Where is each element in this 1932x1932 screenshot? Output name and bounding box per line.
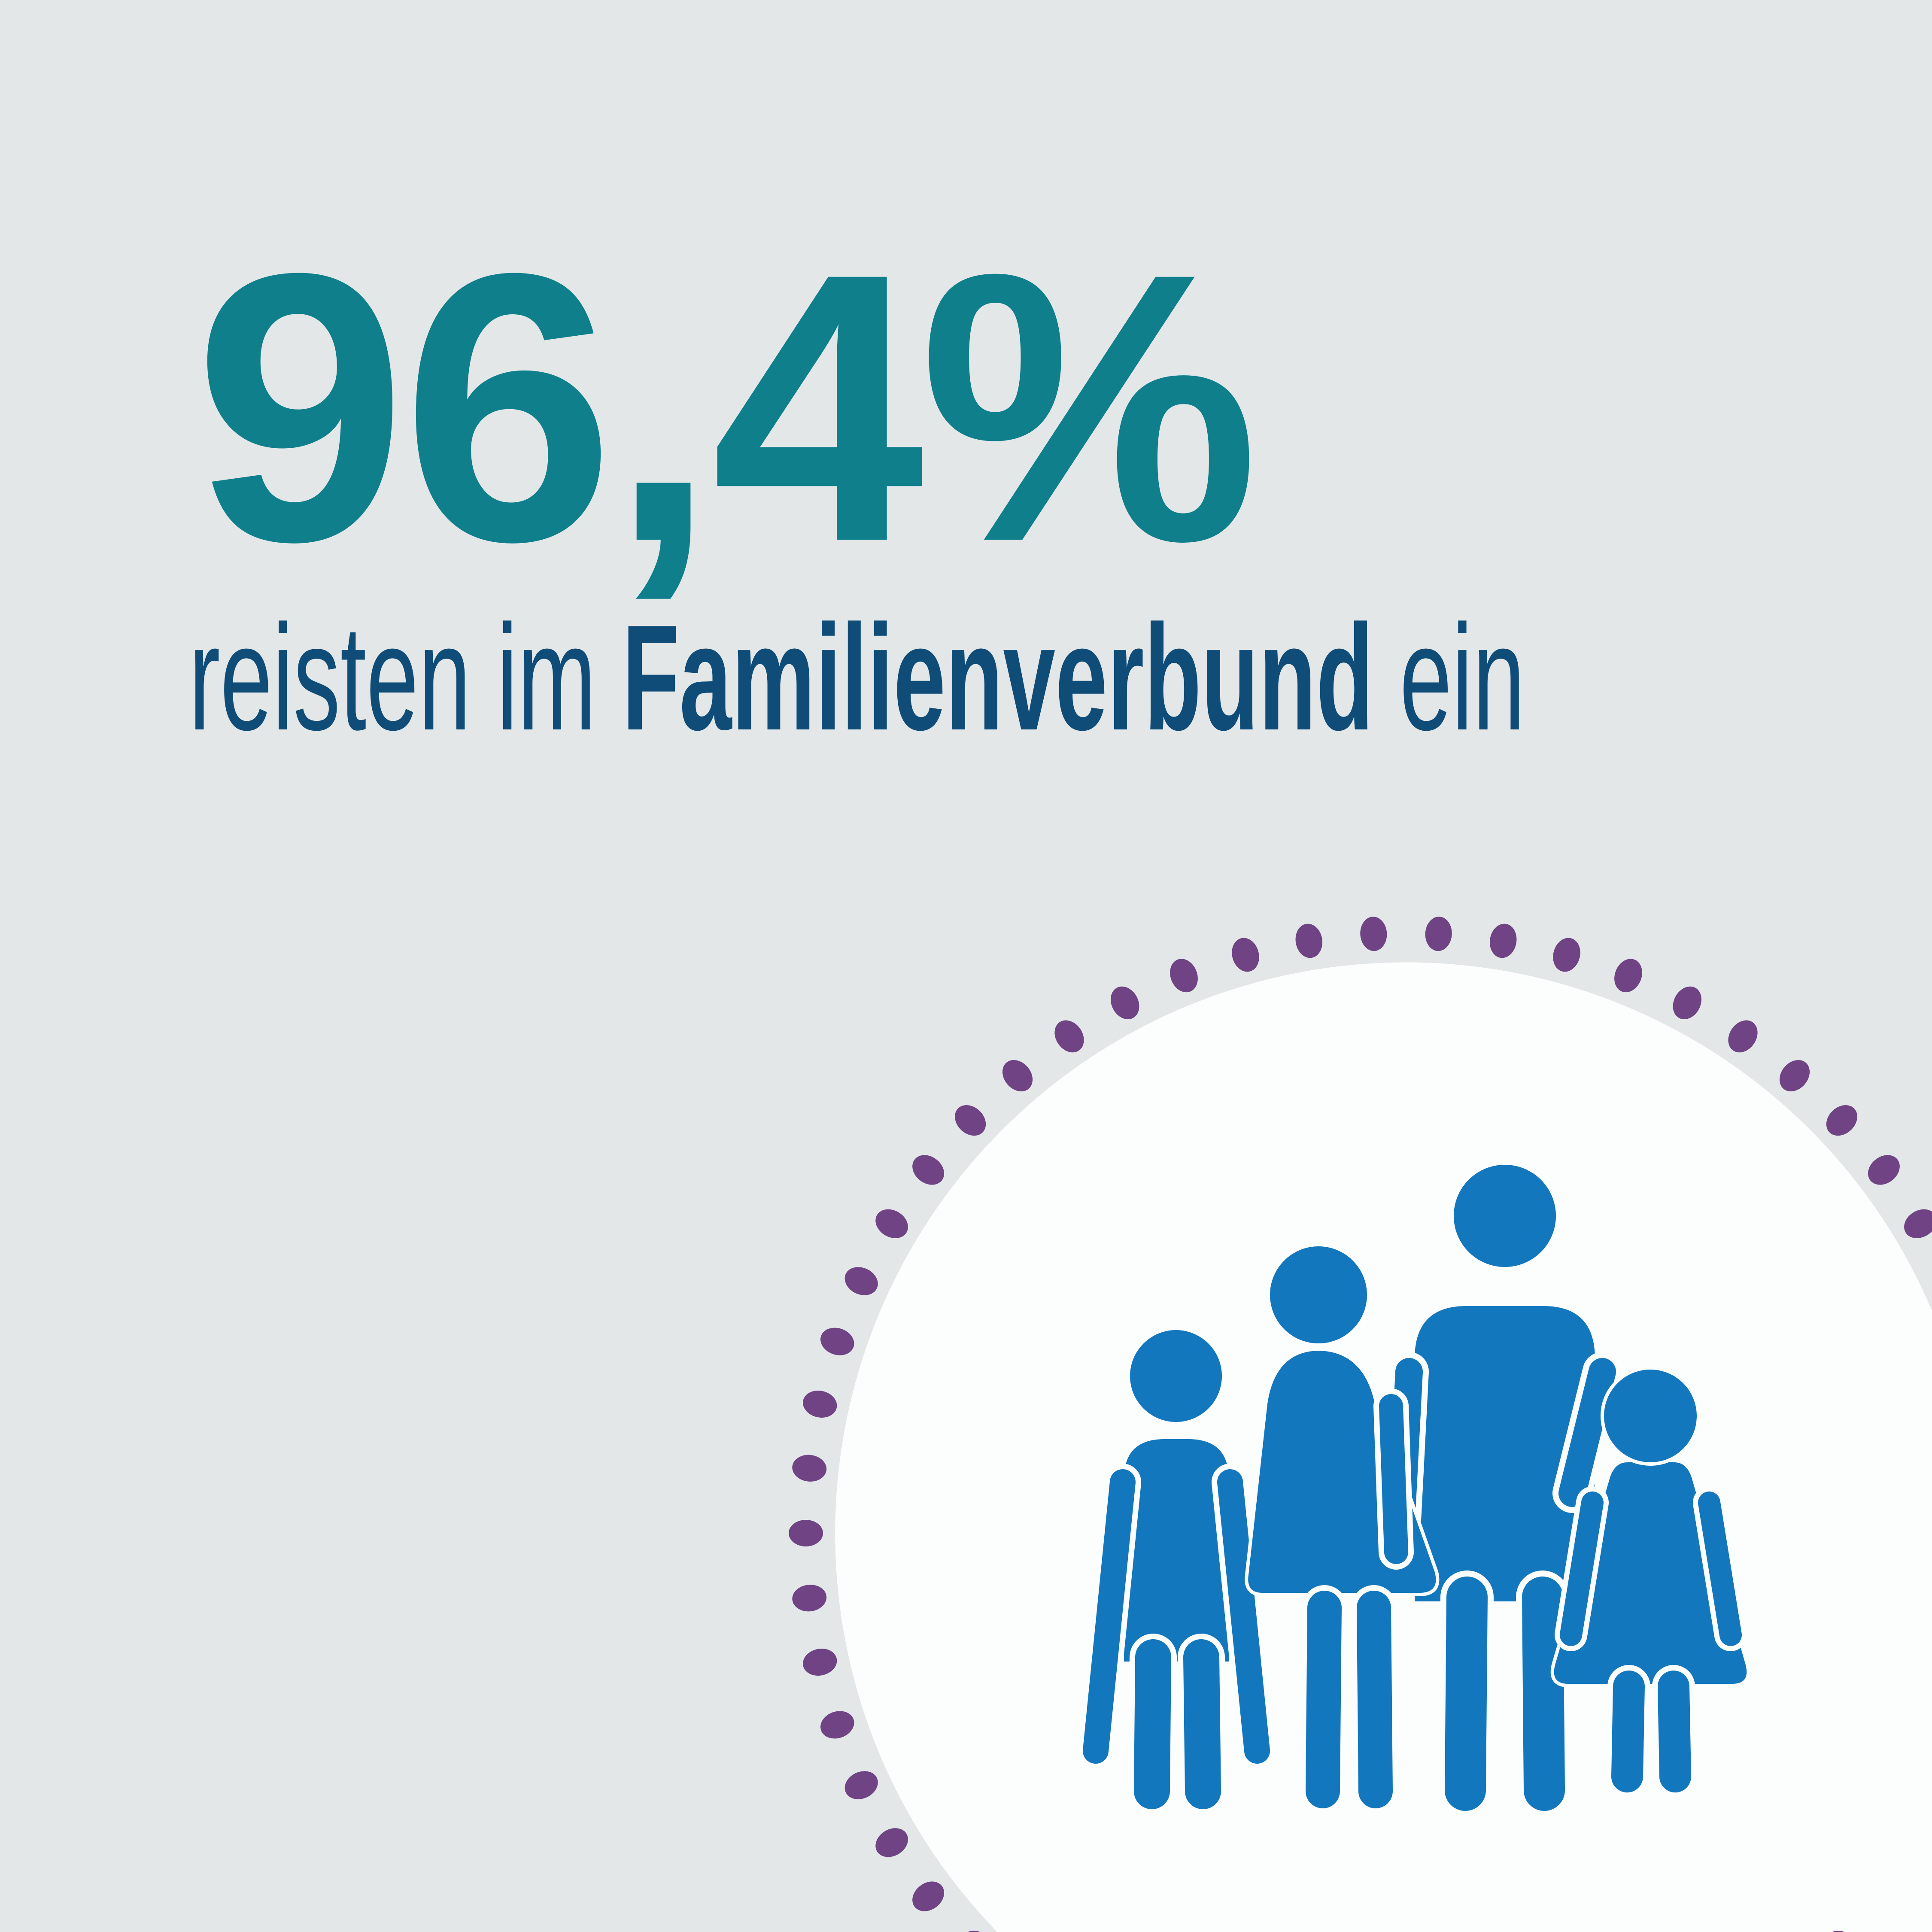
ring-dot — [1360, 917, 1387, 951]
figure-child-boy — [1077, 1327, 1276, 1815]
woman-head — [1267, 1243, 1370, 1347]
ring-dot — [1232, 938, 1259, 972]
ring-dot — [844, 1267, 878, 1295]
ring-dot — [912, 1155, 945, 1185]
ring-dot — [792, 1455, 827, 1482]
ring-dot — [912, 1881, 945, 1911]
woman-arm-right — [1379, 1394, 1408, 1564]
ring-dot — [1553, 938, 1580, 972]
girl-arm-left — [1560, 1492, 1604, 1646]
girl-arm-right — [1698, 1492, 1742, 1646]
ring-dot — [1728, 1020, 1758, 1053]
boy-head — [1127, 1327, 1225, 1425]
girl-leg-left — [1611, 1671, 1645, 1792]
dotted-ring — [789, 917, 1932, 1932]
ring-dot — [955, 1930, 986, 1932]
ring-dot — [1826, 1105, 1857, 1136]
ring-dot — [875, 1209, 908, 1238]
man-arm-right — [1558, 1358, 1616, 1507]
stat-value: 96,4% — [194, 194, 1259, 621]
man-leg-right — [1522, 1577, 1565, 1811]
boy-torso — [1121, 1436, 1232, 1665]
boy-leg-right — [1183, 1639, 1221, 1809]
ring-dot — [803, 1391, 837, 1418]
figure-woman — [1245, 1243, 1440, 1814]
ring-dot — [1779, 1060, 1810, 1091]
boy-arm-left — [1083, 1469, 1136, 1764]
ring-dot — [844, 1771, 878, 1799]
ring-dot — [1111, 986, 1139, 1020]
ring-dot — [789, 1520, 823, 1546]
ring-dot — [1614, 959, 1642, 993]
boy-arm-right — [1217, 1469, 1270, 1764]
ring-dot — [820, 1327, 854, 1355]
caption-prefix: reisten im — [189, 594, 622, 762]
boy-leg-left — [1134, 1639, 1171, 1809]
caption-suffix: ein — [1373, 594, 1525, 762]
ring-dot — [1054, 1020, 1084, 1053]
ring-dot — [1425, 917, 1452, 951]
ring-dot — [1489, 923, 1517, 958]
ring-dot — [1868, 1155, 1900, 1185]
ring-dot — [803, 1649, 837, 1676]
woman-leg-right — [1357, 1591, 1393, 1808]
figure-child-girl — [1550, 1366, 1750, 1798]
ring-dot — [1929, 1262, 1932, 1300]
caption-highlight: Familienverbund — [622, 594, 1374, 762]
ring-dot — [1904, 1209, 1932, 1238]
ring-dot — [955, 1105, 986, 1136]
man-torso — [1411, 1303, 1598, 1605]
girl-leg-right — [1658, 1671, 1691, 1792]
man-head — [1450, 1161, 1559, 1270]
ring-dot — [820, 1711, 854, 1739]
ring-dot — [1002, 1060, 1033, 1091]
family-icon — [1077, 1161, 1750, 1817]
girl-head — [1601, 1366, 1700, 1466]
ring-dot — [875, 1828, 908, 1857]
ring-dot — [1295, 923, 1323, 958]
ring-dot — [792, 1585, 827, 1612]
caption: reisten im Familienverbund ein — [189, 603, 1525, 753]
man-leg-left — [1445, 1577, 1488, 1811]
ring-dot — [1673, 986, 1701, 1020]
ring-dot — [1170, 959, 1198, 993]
woman-leg-left — [1306, 1591, 1342, 1808]
